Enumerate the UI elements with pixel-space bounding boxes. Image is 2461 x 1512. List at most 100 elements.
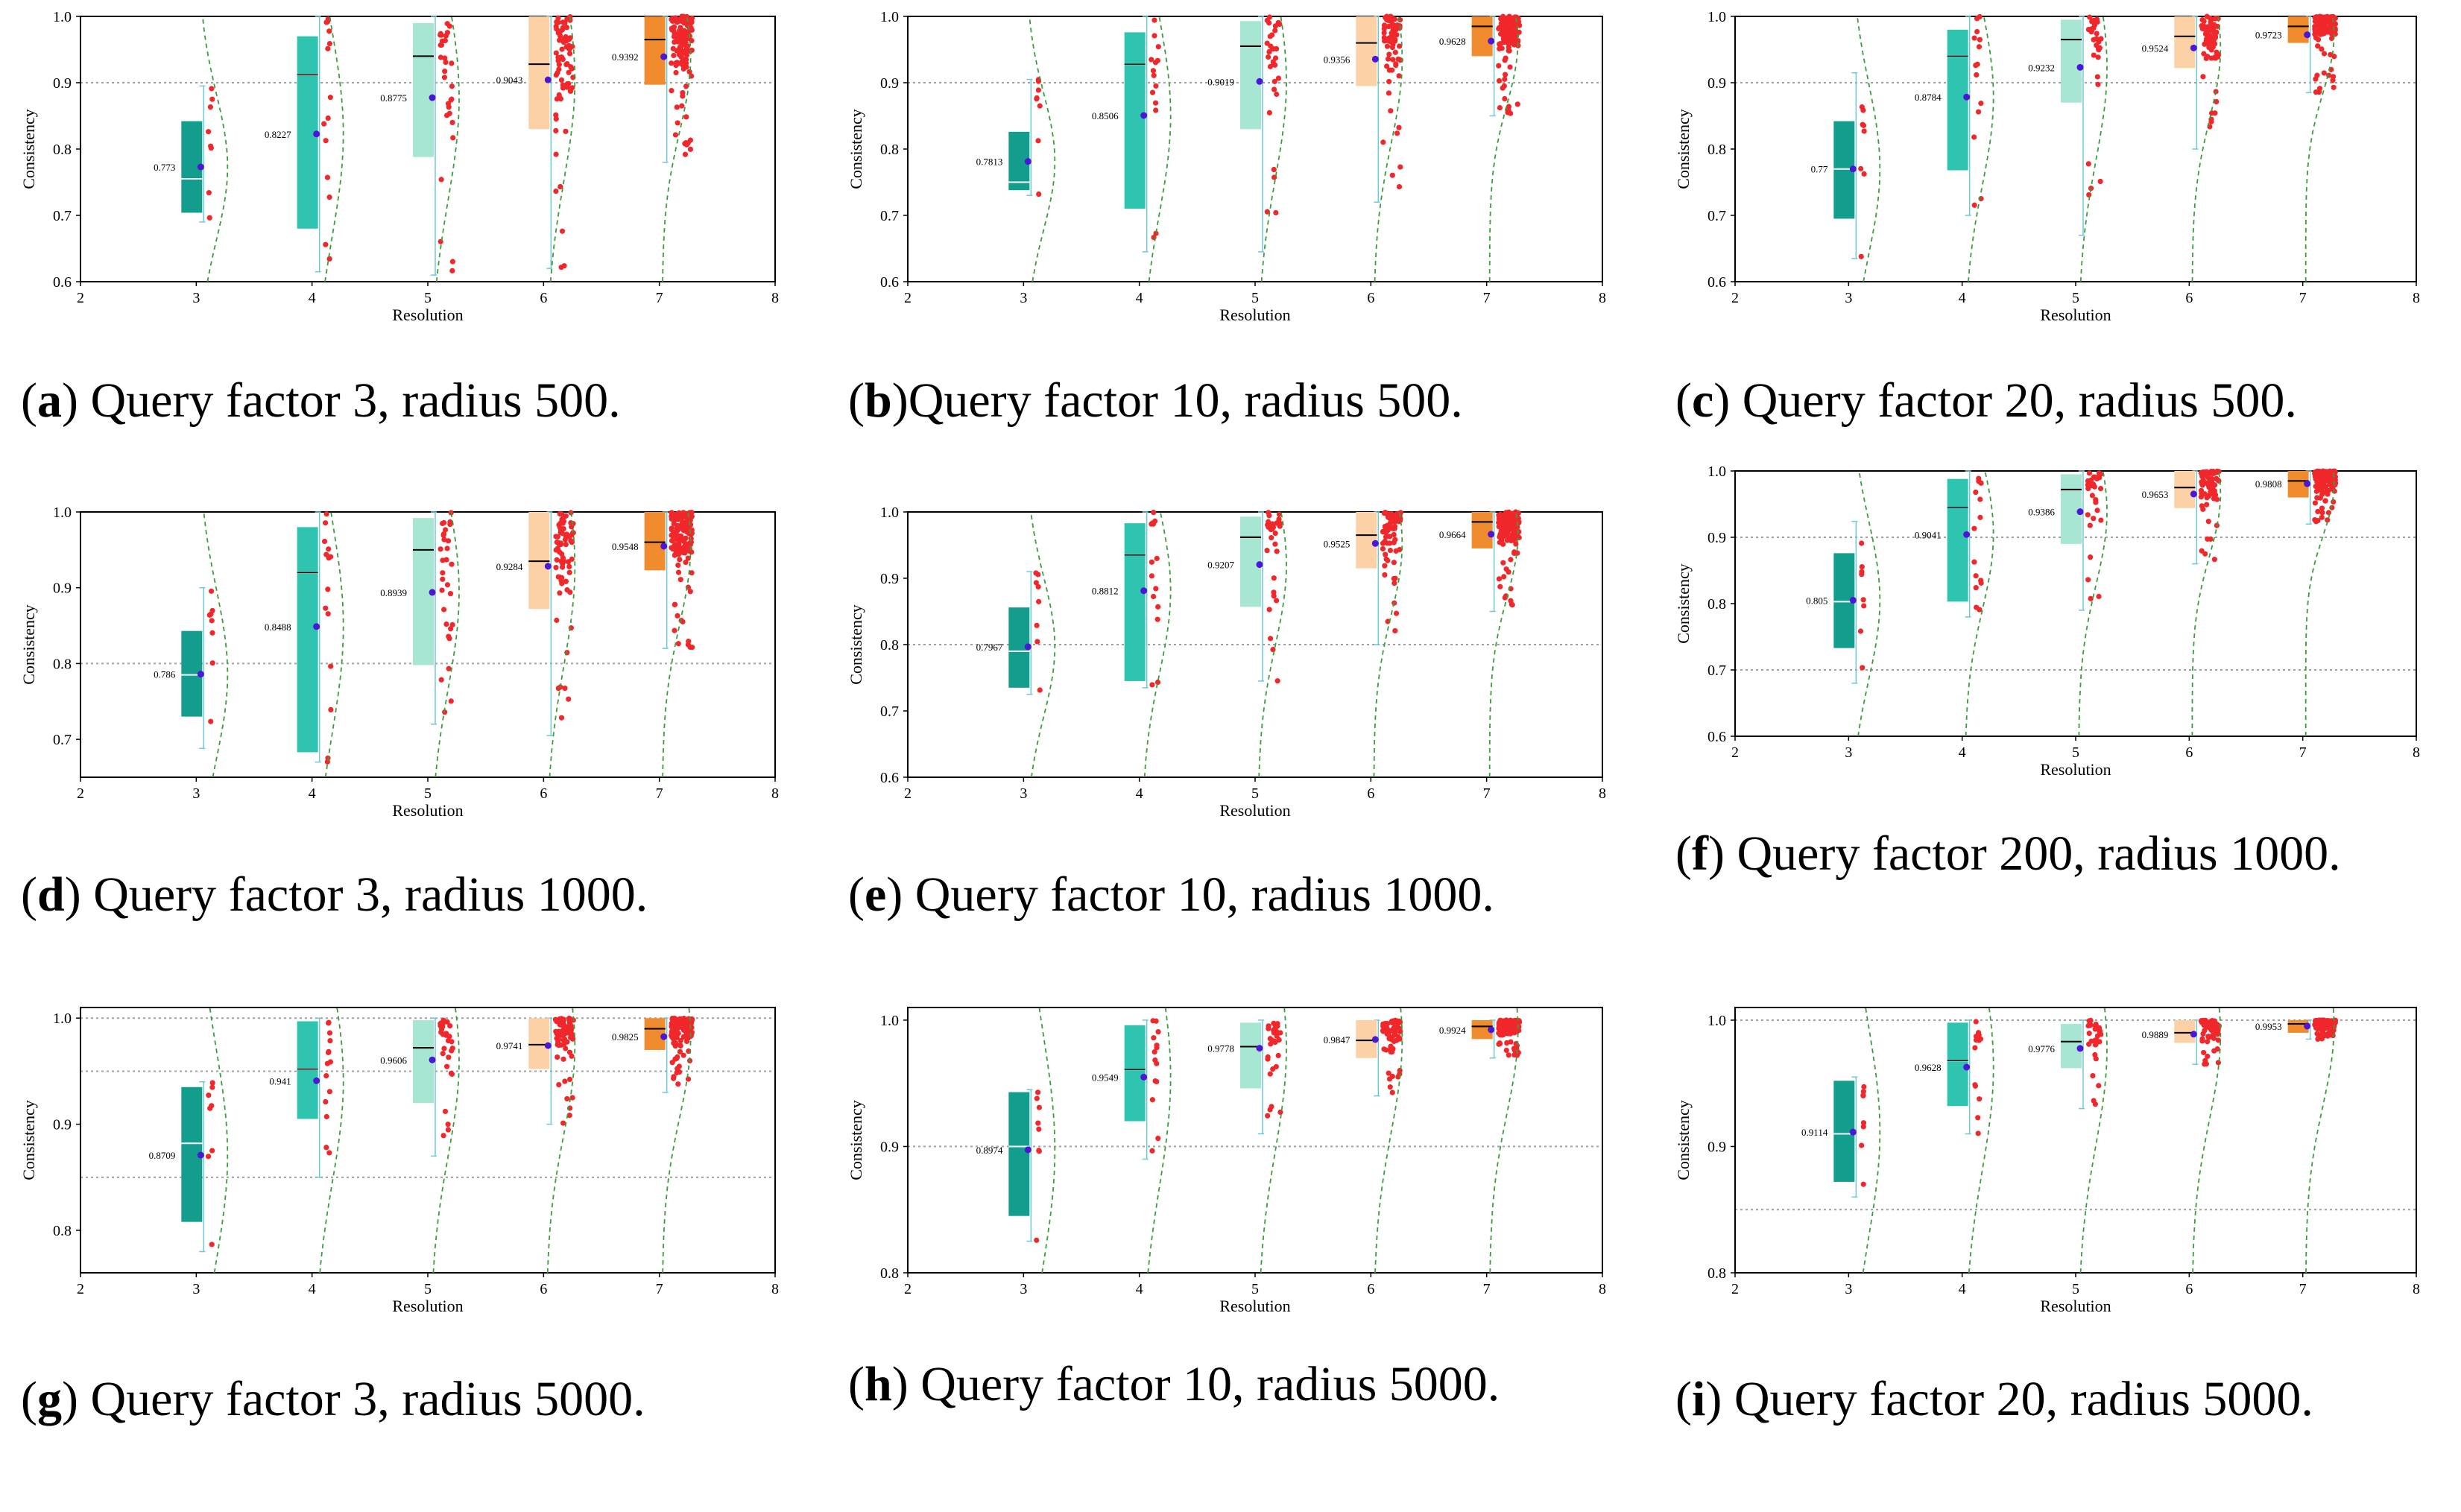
point-d-res7-72 [675,641,681,647]
point-c-res5-26 [2087,14,2093,20]
mean-dot-h-res3 [1024,1146,1032,1154]
point-b-res6-26 [1381,35,1387,41]
density-curve-c-res6 [2191,16,2222,282]
point-h-res5-24 [1274,1021,1280,1027]
mean-label-d-res6: 0.9284 [496,561,523,572]
point-a-res7-36 [682,151,689,157]
point-i-res6-69 [2215,1027,2221,1033]
point-d-res5-9 [448,698,454,704]
point-b-res4-0 [1153,230,1159,236]
box-group-g-res6: 0.9741 [496,1007,576,1274]
point-e-res5-9 [1270,646,1276,653]
point-i-res5-27 [2092,1101,2098,1107]
panel-c: 2 3 4 5 6 7 8 0.6 0.7 0.8 0.9 1.0 Resolution Consiste… [1655,0,2461,492]
point-b-res7-81 [1500,85,1506,91]
point-a-res6-46 [556,37,563,43]
mean-label-b-res4: 0.8506 [1092,110,1119,121]
point-a-res4-5 [323,138,329,144]
point-f-res5-24 [2098,517,2104,523]
mean-dot-g-res3 [197,1151,204,1159]
point-f-res7-127 [2330,475,2336,481]
y-tick-label-a-2: 0.8 [53,142,72,158]
mean-dot-f-res3 [1849,597,1857,604]
point-g-res4-9 [323,1145,329,1151]
point-c-res5-28 [2091,52,2097,58]
point-h-res3-2 [1036,1104,1043,1110]
x-tick-label-i-2: 4 [1959,1281,1966,1297]
mean-label-b-res5: 0.9019 [1207,76,1234,87]
point-b-res6-9 [1397,164,1403,170]
point-a-res5-13 [444,30,451,36]
point-c-res5-29 [2095,81,2101,87]
x-tick-label-a-1: 3 [192,290,200,306]
box-c-res6 [2174,16,2196,69]
caption-i-text: Query factor 20, radius 5000. [1734,1372,2313,1426]
point-a-res7-111 [689,15,695,21]
point-h-res5-28 [1270,1066,1276,1072]
point-d-res4-4 [326,546,332,552]
point-a-res5-28 [437,31,443,37]
point-i-res7-135 [2319,1031,2325,1037]
chart-e-svg: 2 3 4 5 6 7 8 0.6 0.7 0.8 0.9 1.0 Resolution Consiste… [847,504,1606,820]
point-b-res6-18 [1389,172,1395,178]
point-b-res7-108 [1514,101,1520,107]
point-a-res6-33 [564,81,570,87]
point-g-res3-0 [209,1241,215,1247]
point-e-res4-11 [1154,555,1160,562]
point-f-res5-6 [2087,522,2093,528]
x-tick-label-e-4: 6 [1367,785,1374,802]
point-b-res3-5 [1034,95,1040,101]
point-c-res5-11 [2095,54,2101,60]
point-b-res7-98 [1497,25,1503,31]
x-axis-label-b: Resolution [1219,306,1290,324]
x-tick-label-f-5: 7 [2299,744,2307,761]
point-b-res5-9 [1273,209,1279,216]
point-c-res6-33 [2208,55,2214,61]
x-tick-label-a-2: 4 [309,290,316,306]
point-b-res7-97 [1499,45,1505,51]
point-b-res6-49 [1389,30,1394,37]
density-curve-i-res3 [1862,1007,1881,1274]
box-group-f-res7: 0.9808 [2255,468,2339,736]
point-b-res6-55 [1389,67,1395,73]
point-i-res4-0 [1975,1130,1981,1136]
point-a-res5-1 [442,69,448,75]
y-tick-label-g-2: 1.0 [53,1010,72,1027]
point-g-res7-84 [681,1034,687,1040]
point-i-res4-5 [1973,1037,1980,1043]
point-h-res4-13 [1154,1078,1160,1085]
point-i-res6-36 [2211,1048,2217,1054]
point-e-res7-132 [1508,526,1515,532]
x-tick-label-b-6: 8 [1599,290,1606,306]
point-f-res7-133 [2318,477,2324,484]
point-b-res7-99 [1496,63,1502,69]
point-a-res7-114 [670,45,676,51]
point-h-res7-135 [1508,1039,1514,1045]
y-tick-label-d-0: 0.7 [53,732,72,748]
caption-h: (h) Query factor 10, radius 5000. [848,1357,1500,1411]
box-group-i-res7: 0.9953 [2255,1007,2339,1274]
point-a-res6-17 [553,50,559,56]
point-g-res6-59 [557,1016,563,1022]
x-tick-label-h-1: 3 [1020,1281,1027,1297]
mean-label-c-res7: 0.9723 [2255,30,2282,41]
x-tick-label-b-0: 2 [904,290,912,306]
mean-dot-e-res5 [1256,561,1263,569]
point-i-res5-29 [2087,1022,2093,1028]
x-tick-label-d-0: 2 [77,785,84,802]
mean-label-f-res7: 0.9808 [2255,478,2282,490]
point-h-res6-61 [1388,1048,1394,1055]
density-curve-h-res7 [1489,1007,1519,1274]
point-b-res7-117 [1502,57,1508,63]
point-f-res7-126 [2315,508,2321,515]
point-a-res4-8 [321,121,327,127]
x-tick-label-i-6: 8 [2413,1281,2420,1297]
point-b-res6-21 [1386,78,1392,85]
box-group-c-res6: 0.9524 [2142,13,2222,282]
x-axis-label-a: Resolution [392,306,463,324]
point-b-res6-45 [1396,184,1403,190]
box-c-res5 [2061,19,2082,103]
point-g-res6-69 [558,1032,564,1038]
point-c-res4-12 [1976,44,1983,50]
point-f-res7-54 [2322,498,2328,504]
